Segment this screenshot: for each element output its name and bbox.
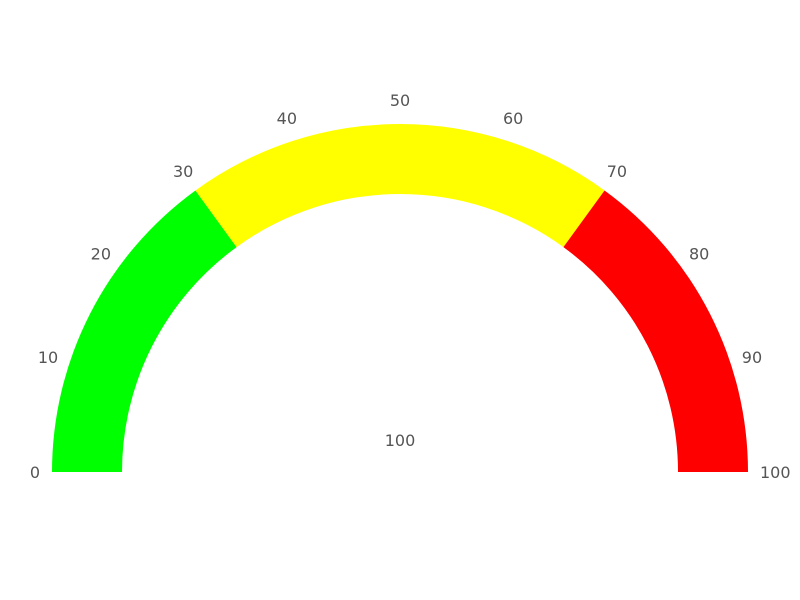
- tick-label-70: 70: [607, 162, 627, 181]
- tick-label-60: 60: [503, 109, 523, 128]
- tick-label-50: 50: [390, 91, 410, 110]
- gauge-band-3: [563, 190, 748, 472]
- tick-label-30: 30: [173, 162, 193, 181]
- gauge-value-label: 100: [385, 431, 416, 450]
- tick-label-40: 40: [277, 109, 297, 128]
- tick-label-0: 0: [30, 463, 40, 482]
- tick-label-80: 80: [689, 244, 709, 263]
- gauge-band-1: [52, 190, 237, 472]
- tick-label-10: 10: [38, 348, 58, 367]
- gauge-tick-labels: 0 10 20 30 40 50 60 70 80 90 100: [30, 91, 791, 482]
- tick-label-20: 20: [91, 244, 111, 263]
- gauge-bands: [52, 124, 748, 472]
- tick-label-100: 100: [760, 463, 791, 482]
- tick-label-90: 90: [742, 348, 762, 367]
- gauge-band-2: [195, 124, 605, 248]
